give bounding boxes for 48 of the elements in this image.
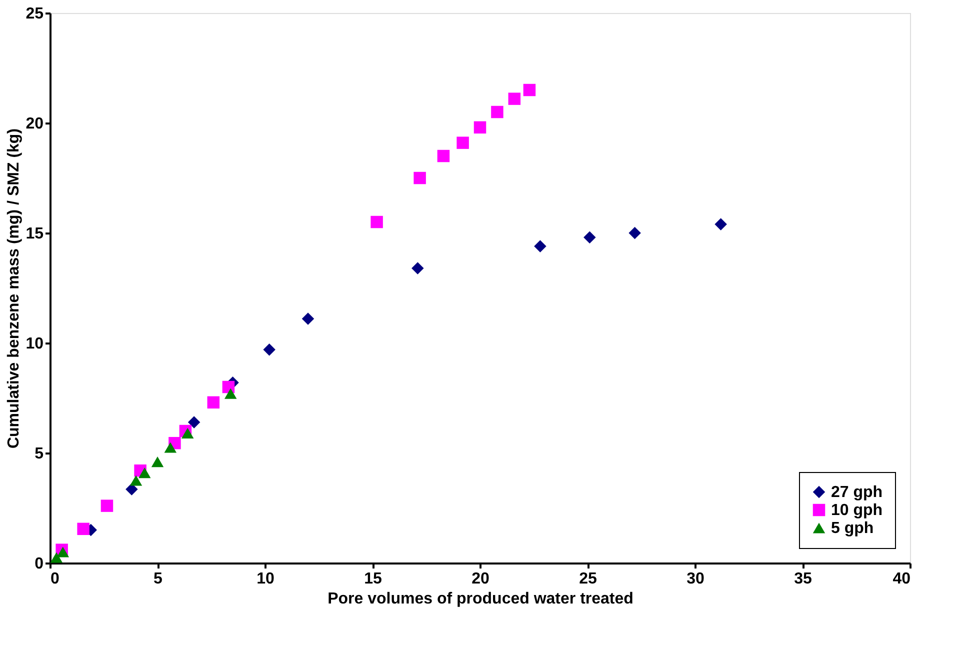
y-tick-label: 25 [26, 6, 44, 22]
y-tick-label: 10 [26, 336, 44, 352]
point [224, 388, 237, 399]
point [491, 106, 504, 118]
x-tick-label: 20 [472, 570, 490, 588]
x-axis-title: Pore volumes of produced water treated [328, 590, 634, 608]
point [412, 262, 424, 274]
x-tick-label: 25 [579, 570, 597, 588]
legend-label: 5 gph [831, 520, 874, 537]
point [77, 522, 90, 536]
x-tick-label: 10 [256, 570, 274, 588]
point [437, 150, 450, 162]
x-tick-label: 30 [686, 570, 704, 588]
point [714, 218, 727, 230]
point [263, 343, 276, 356]
x-tick-label: 35 [794, 570, 812, 588]
point [164, 442, 177, 453]
point [474, 121, 486, 134]
point [508, 92, 521, 105]
point [456, 136, 469, 149]
point [188, 416, 200, 428]
legend-label: 10 gph [831, 502, 883, 519]
point [138, 467, 151, 478]
x-tick-label: 0 [50, 570, 60, 588]
point [100, 500, 114, 512]
point [414, 172, 426, 184]
point [523, 84, 536, 96]
y-axis-title: Cumulative benzene mass (mg) / SMZ (kg) [6, 128, 23, 449]
legend-label: 27 gph [831, 484, 883, 501]
point [151, 456, 164, 468]
x-tick-label: 40 [892, 570, 911, 588]
point [181, 428, 194, 439]
x-tick-label: 5 [154, 570, 163, 588]
y-tick-label: 20 [26, 116, 44, 132]
y-tick-label: 5 [34, 446, 44, 462]
point [126, 483, 138, 496]
point [130, 475, 142, 486]
x-tick-label: 15 [364, 570, 382, 588]
point [302, 312, 314, 325]
point [50, 552, 63, 563]
point [207, 396, 220, 409]
point [628, 226, 641, 240]
point [56, 546, 70, 558]
point [584, 231, 596, 244]
y-tick-label: 15 [26, 226, 44, 242]
point [534, 240, 546, 252]
point [370, 216, 383, 228]
y-tick-label: 0 [34, 556, 44, 572]
